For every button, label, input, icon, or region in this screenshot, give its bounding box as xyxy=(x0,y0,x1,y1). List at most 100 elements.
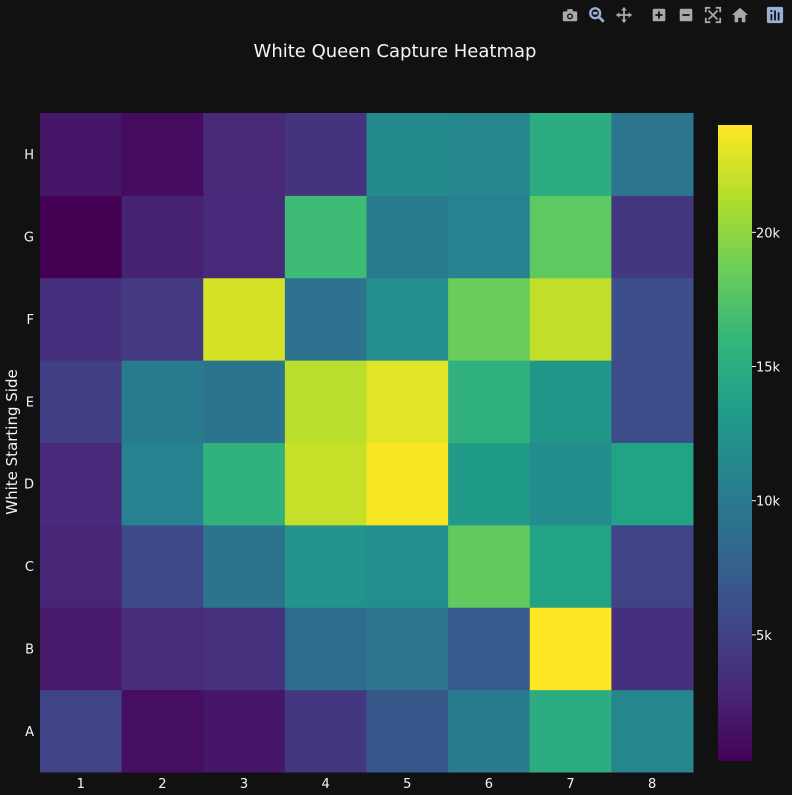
heatmap-cell-B5[interactable] xyxy=(366,607,449,691)
heatmap-cell-E2[interactable] xyxy=(121,360,204,443)
y-tick-label: G xyxy=(24,231,34,246)
heatmap-cell-A5[interactable] xyxy=(366,689,449,773)
colorbar-tick-label: 5k xyxy=(756,629,772,644)
heatmap-cell-C6[interactable] xyxy=(448,524,531,608)
y-tick-label: A xyxy=(25,725,34,740)
heatmap-cell-D8[interactable] xyxy=(611,442,694,526)
heatmap-cell-B3[interactable] xyxy=(203,607,286,691)
heatmap-cell-H2[interactable] xyxy=(121,113,204,196)
heatmap-cell-C8[interactable] xyxy=(611,524,694,608)
x-axis-ticks: 1 2 3 4 5 6 7 8 xyxy=(77,777,657,792)
heatmap-cell-D3[interactable] xyxy=(203,442,286,526)
pan-icon[interactable] xyxy=(613,4,635,26)
heatmap-cell-B1[interactable] xyxy=(40,607,123,691)
heatmap-cell-H4[interactable] xyxy=(284,113,367,196)
heatmap-cell-G6[interactable] xyxy=(448,195,531,279)
heatmap-cell-E3[interactable] xyxy=(203,360,286,443)
zoom-in-icon[interactable] xyxy=(648,4,670,26)
heatmap-cell-A2[interactable] xyxy=(121,689,204,773)
chart-title: White Queen Capture Heatmap xyxy=(254,41,537,62)
y-tick-label: B xyxy=(25,642,34,657)
heatmap-cell-C3[interactable] xyxy=(203,524,286,608)
heatmap-cell-C2[interactable] xyxy=(121,524,204,608)
heatmap-cell-D2[interactable] xyxy=(121,442,204,526)
heatmap-cell-C5[interactable] xyxy=(366,524,449,608)
heatmap-cell-F2[interactable] xyxy=(121,277,204,361)
heatmap-cell-E5[interactable] xyxy=(366,360,449,443)
zoom-icon[interactable] xyxy=(586,4,608,26)
heatmap-cell-D1[interactable] xyxy=(40,442,123,526)
colorbar-tick-label: 15k xyxy=(756,361,781,376)
heatmap-cell-G3[interactable] xyxy=(203,195,286,279)
heatmap-cell-D6[interactable] xyxy=(448,442,531,526)
heatmap-cell-A3[interactable] xyxy=(203,689,286,773)
heatmap-cell-D7[interactable] xyxy=(529,442,612,526)
heatmap-cell-H3[interactable] xyxy=(203,113,286,196)
heatmap-cell-G5[interactable] xyxy=(366,195,449,279)
colorbar-tick-label: 20k xyxy=(756,226,781,241)
heatmap-cell-G8[interactable] xyxy=(611,195,694,279)
heatmap-cell-E6[interactable] xyxy=(448,360,531,443)
heatmap-cell-F1[interactable] xyxy=(40,277,123,361)
heatmap-cell-A7[interactable] xyxy=(529,689,612,773)
heatmap-cell-E1[interactable] xyxy=(40,360,123,443)
heatmap-cell-A8[interactable] xyxy=(611,689,694,773)
heatmap-cell-E7[interactable] xyxy=(529,360,612,443)
heatmap-cell-A1[interactable] xyxy=(40,689,123,773)
heatmap-cell-F8[interactable] xyxy=(611,277,694,361)
modebar xyxy=(559,4,786,26)
heatmap-cells xyxy=(40,113,694,773)
zoom-out-icon[interactable] xyxy=(675,4,697,26)
x-tick-label: 8 xyxy=(648,777,656,791)
heatmap-cell-G7[interactable] xyxy=(529,195,612,279)
y-axis-ticks: A B C D E F G H xyxy=(24,148,34,740)
colorbar xyxy=(718,125,752,761)
heatmap-cell-A6[interactable] xyxy=(448,689,531,773)
heatmap-cell-D5[interactable] xyxy=(366,442,449,526)
camera-icon[interactable] xyxy=(559,4,581,26)
heatmap-cell-E8[interactable] xyxy=(611,360,694,443)
heatmap-cell-E4[interactable] xyxy=(284,360,367,443)
y-tick-label: C xyxy=(25,560,34,575)
x-tick-label: 6 xyxy=(485,777,493,791)
y-tick-label: F xyxy=(27,313,34,328)
y-axis-title: White Starting Side xyxy=(3,369,21,514)
heatmap-cell-B6[interactable] xyxy=(448,607,531,691)
heatmap-cell-G1[interactable] xyxy=(40,195,123,279)
heatmap-cell-B2[interactable] xyxy=(121,607,204,691)
y-tick-label: E xyxy=(26,395,34,410)
y-tick-label: H xyxy=(24,148,34,163)
heatmap-cell-D4[interactable] xyxy=(284,442,367,526)
heatmap-cell-G2[interactable] xyxy=(121,195,204,279)
home-icon[interactable] xyxy=(729,4,751,26)
heatmap-cell-F4[interactable] xyxy=(284,277,367,361)
heatmap-cell-H5[interactable] xyxy=(366,113,449,196)
heatmap-cell-F7[interactable] xyxy=(529,277,612,361)
x-tick-label: 1 xyxy=(77,777,85,791)
colorbar-ticks: 5k 10k 15k 20k xyxy=(752,226,781,644)
heatmap-cell-A4[interactable] xyxy=(284,689,367,773)
heatmap-cell-C1[interactable] xyxy=(40,524,123,608)
autoscale-icon[interactable] xyxy=(702,4,724,26)
heatmap-cell-B8[interactable] xyxy=(611,607,694,691)
heatmap-cell-B4[interactable] xyxy=(284,607,367,691)
x-tick-label: 2 xyxy=(158,777,166,791)
heatmap-cell-H6[interactable] xyxy=(448,113,531,196)
heatmap-cell-B7[interactable] xyxy=(529,607,612,691)
x-tick-label: 3 xyxy=(240,777,248,791)
x-tick-label: 7 xyxy=(566,777,574,791)
heatmap-cell-H8[interactable] xyxy=(611,113,694,196)
heatmap-cell-C4[interactable] xyxy=(284,524,367,608)
heatmap-cell-G4[interactable] xyxy=(284,195,367,279)
heatmap-cell-F6[interactable] xyxy=(448,277,531,361)
y-tick-label: D xyxy=(24,478,34,493)
heatmap-cell-C7[interactable] xyxy=(529,524,612,608)
heatmap-cell-F3[interactable] xyxy=(203,277,286,361)
plotly-logo-icon[interactable] xyxy=(764,4,786,26)
x-tick-label: 5 xyxy=(403,777,411,791)
heatmap-cell-F5[interactable] xyxy=(366,277,449,361)
heatmap-cell-H1[interactable] xyxy=(40,113,123,196)
heatmap-cell-H7[interactable] xyxy=(529,113,612,196)
colorbar-tick-label: 10k xyxy=(756,495,781,510)
